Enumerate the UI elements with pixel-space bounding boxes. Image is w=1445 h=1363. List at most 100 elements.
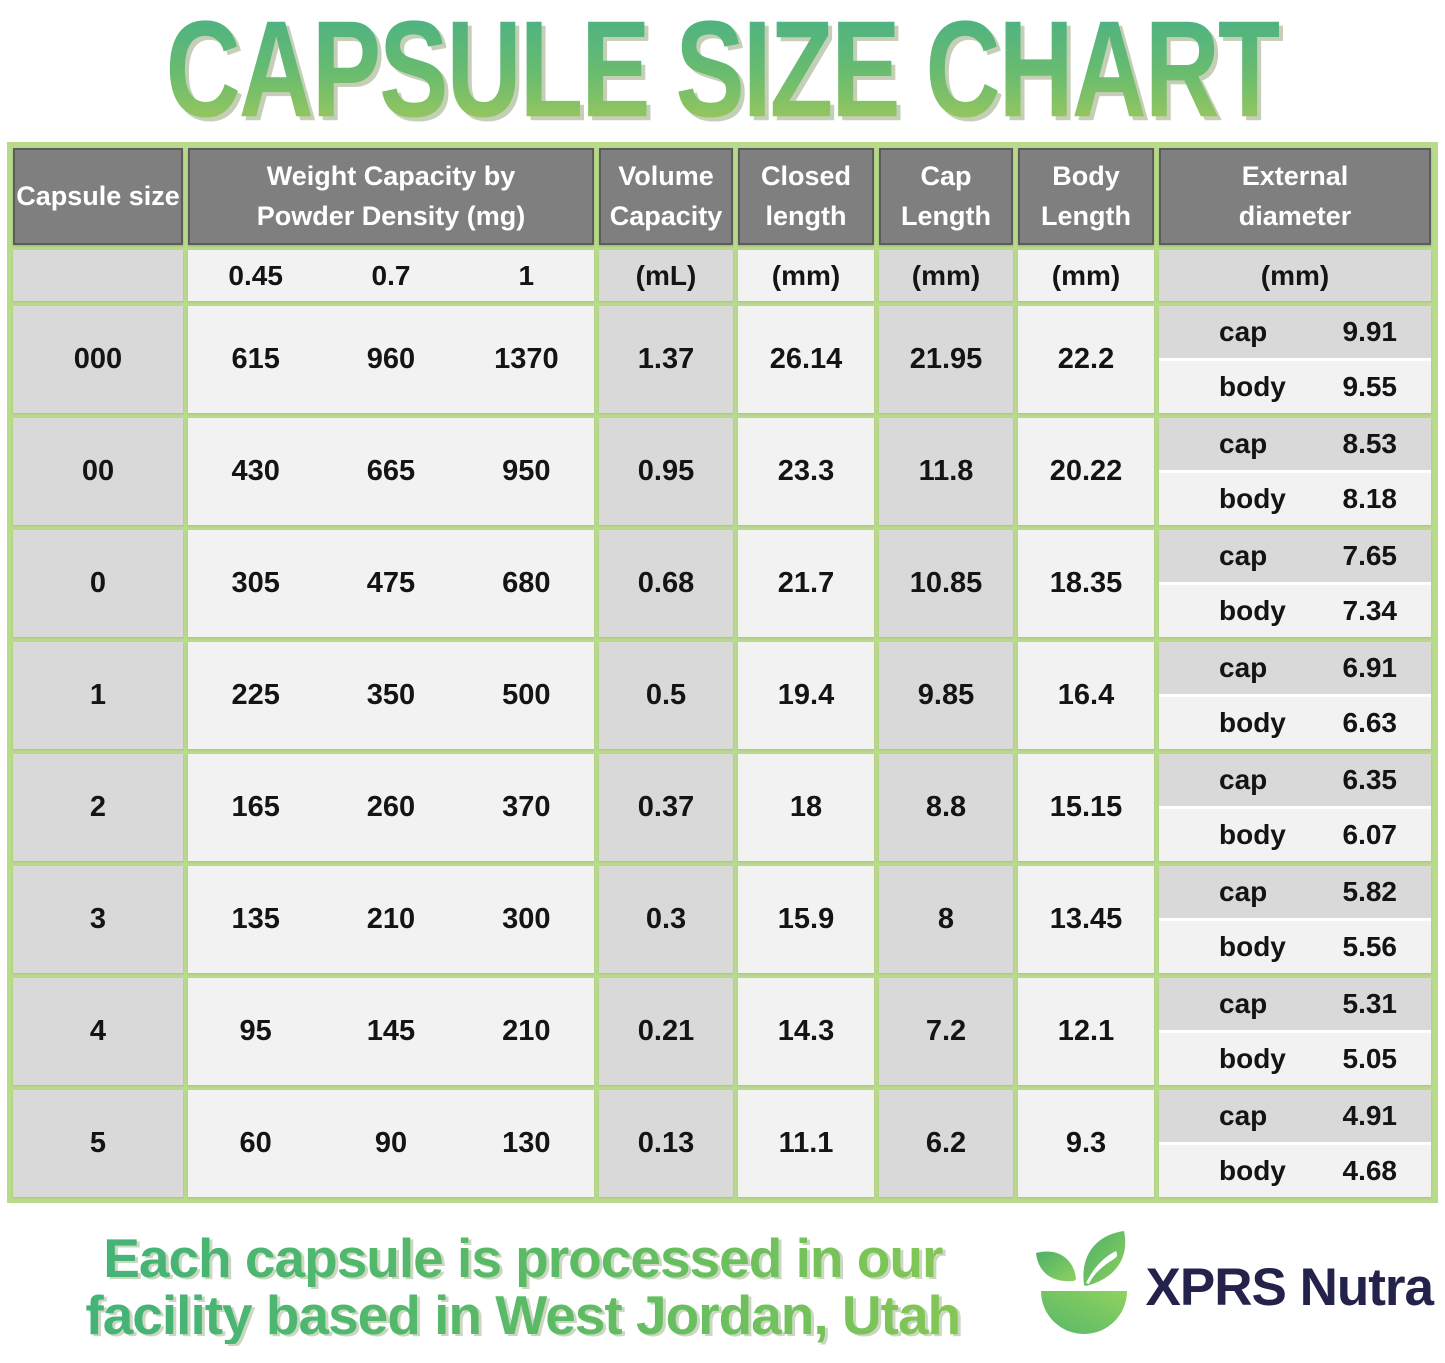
body-length-cell: 9.3 <box>1018 1090 1154 1197</box>
capsule-size-cell: 5 <box>13 1090 183 1197</box>
external-diameter-cell: cap 6.91 body 6.63 <box>1159 642 1431 749</box>
col-header-weight-capacity: Weight Capacity by Powder Density (mg) <box>188 148 594 245</box>
density-07: 0.7 <box>371 259 411 291</box>
external-diameter-cell: cap 4.91 body 4.68 <box>1159 1090 1431 1197</box>
weight-capacity-cell: 430 665 950 <box>188 418 594 525</box>
weight-capacity-cell: 305 475 680 <box>188 530 594 637</box>
external-body-subrow: body 5.05 <box>1159 1033 1431 1085</box>
weight-1-value: 130 <box>502 1127 551 1159</box>
unit-cell-external: (mm) <box>1159 250 1431 301</box>
volume-capacity-cell: 0.37 <box>599 754 733 861</box>
col-header-volume-capacity: Volume Capacity <box>599 148 733 245</box>
col-header-cap-length: Cap Length <box>879 148 1013 245</box>
body-label: body <box>1219 707 1286 738</box>
capsule-size-cell: 000 <box>13 306 183 413</box>
external-cap-subrow: cap 8.53 <box>1159 418 1431 473</box>
weight-045-value: 225 <box>231 679 280 711</box>
closed-length-cell: 21.7 <box>738 530 874 637</box>
cap-diameter-value: 9.91 <box>1342 316 1398 347</box>
external-body-subrow: body 4.68 <box>1159 1145 1431 1197</box>
weight-045-value: 95 <box>239 1015 272 1047</box>
weight-1-value: 680 <box>502 567 551 599</box>
brand-block: XPRS Nutra <box>1032 1229 1439 1345</box>
brand-name: XPRS Nutra <box>1145 1257 1434 1317</box>
weight-07-value: 960 <box>366 343 416 375</box>
closed-length-cell: 19.4 <box>738 642 874 749</box>
weight-capacity-cell: 165 260 370 <box>188 754 594 861</box>
cap-diameter-value: 7.65 <box>1342 540 1398 571</box>
external-body-subrow: body 6.63 <box>1159 697 1431 749</box>
external-cap-subrow: cap 9.91 <box>1159 306 1431 361</box>
header-label: Capsule size <box>16 180 180 211</box>
weight-045-value: 165 <box>231 791 280 823</box>
page-title: CAPSULE SIZE CHART <box>165 0 1282 147</box>
body-label: body <box>1219 931 1286 962</box>
closed-length-cell: 23.3 <box>738 418 874 525</box>
cap-diameter-value: 5.82 <box>1342 876 1398 907</box>
body-label: body <box>1219 1043 1286 1074</box>
cap-label: cap <box>1219 876 1268 907</box>
header-line: Weight Capacity by <box>266 161 516 192</box>
capsule-size-cell: 00 <box>13 418 183 525</box>
weight-capacity-cell: 95 145 210 <box>188 978 594 1085</box>
body-length-cell: 16.4 <box>1018 642 1154 749</box>
external-cap-subrow: cap 5.31 <box>1159 978 1431 1033</box>
footer: Each capsule is processed in our facilit… <box>0 1229 1445 1345</box>
cap-length-cell: 10.85 <box>879 530 1013 637</box>
weight-1-value: 370 <box>502 791 551 823</box>
header-line: diameter <box>1238 200 1352 231</box>
weight-045-value: 60 <box>239 1127 272 1159</box>
volume-capacity-cell: 0.5 <box>599 642 733 749</box>
body-diameter-value: 6.07 <box>1342 819 1398 850</box>
weight-045-value: 135 <box>231 903 280 935</box>
body-label: body <box>1219 371 1286 402</box>
cap-diameter-value: 4.91 <box>1342 1100 1398 1131</box>
capsule-size-cell: 1 <box>13 642 183 749</box>
header-line: Length <box>901 200 991 231</box>
closed-length-cell: 15.9 <box>738 866 874 973</box>
external-diameter-cell: cap 8.53 body 8.18 <box>1159 418 1431 525</box>
cap-label: cap <box>1219 316 1268 347</box>
cap-label: cap <box>1219 1100 1268 1131</box>
external-cap-subrow: cap 6.35 <box>1159 754 1431 809</box>
body-label: body <box>1219 595 1286 626</box>
volume-capacity-cell: 0.95 <box>599 418 733 525</box>
external-body-subrow: body 8.18 <box>1159 473 1431 525</box>
weight-1-value: 210 <box>502 1015 551 1047</box>
closed-length-cell: 18 <box>738 754 874 861</box>
body-label: body <box>1219 483 1286 514</box>
external-body-subrow: body 7.34 <box>1159 585 1431 637</box>
body-label: body <box>1219 819 1286 850</box>
weight-07-value: 145 <box>366 1015 416 1047</box>
body-diameter-value: 8.18 <box>1342 483 1398 514</box>
body-length-cell: 12.1 <box>1018 978 1154 1085</box>
capsule-size-cell: 4 <box>13 978 183 1085</box>
body-length-cell: 20.22 <box>1018 418 1154 525</box>
closed-length-cell: 14.3 <box>738 978 874 1085</box>
cap-diameter-value: 6.35 <box>1342 764 1398 795</box>
cap-length-cell: 11.8 <box>879 418 1013 525</box>
external-diameter-cell: cap 6.35 body 6.07 <box>1159 754 1431 861</box>
weight-1-value: 500 <box>502 679 551 711</box>
weight-045-value: 305 <box>231 567 280 599</box>
unit-cell-capsule-size <box>13 250 183 301</box>
body-length-cell: 18.35 <box>1018 530 1154 637</box>
closed-length-cell: 26.14 <box>738 306 874 413</box>
capsule-size-cell: 2 <box>13 754 183 861</box>
weight-07-value: 90 <box>374 1127 408 1159</box>
header-line: Volume <box>618 161 714 192</box>
external-diameter-cell: cap 7.65 body 7.34 <box>1159 530 1431 637</box>
closed-length-cell: 11.1 <box>738 1090 874 1197</box>
cap-label: cap <box>1219 540 1268 571</box>
external-body-subrow: body 5.56 <box>1159 921 1431 973</box>
footer-line-2: facility based in West Jordan, Utah <box>14 1286 1032 1344</box>
header-line: Length <box>1041 200 1131 231</box>
capsule-size-cell: 0 <box>13 530 183 637</box>
body-diameter-value: 9.55 <box>1342 371 1398 402</box>
weight-capacity-cell: 225 350 500 <box>188 642 594 749</box>
body-diameter-value: 5.56 <box>1342 931 1398 962</box>
cap-diameter-value: 5.31 <box>1342 988 1398 1019</box>
footer-line-1: Each capsule is processed in our <box>14 1229 1032 1287</box>
weight-1-value: 950 <box>502 455 551 487</box>
header-line: Body <box>1052 161 1120 192</box>
